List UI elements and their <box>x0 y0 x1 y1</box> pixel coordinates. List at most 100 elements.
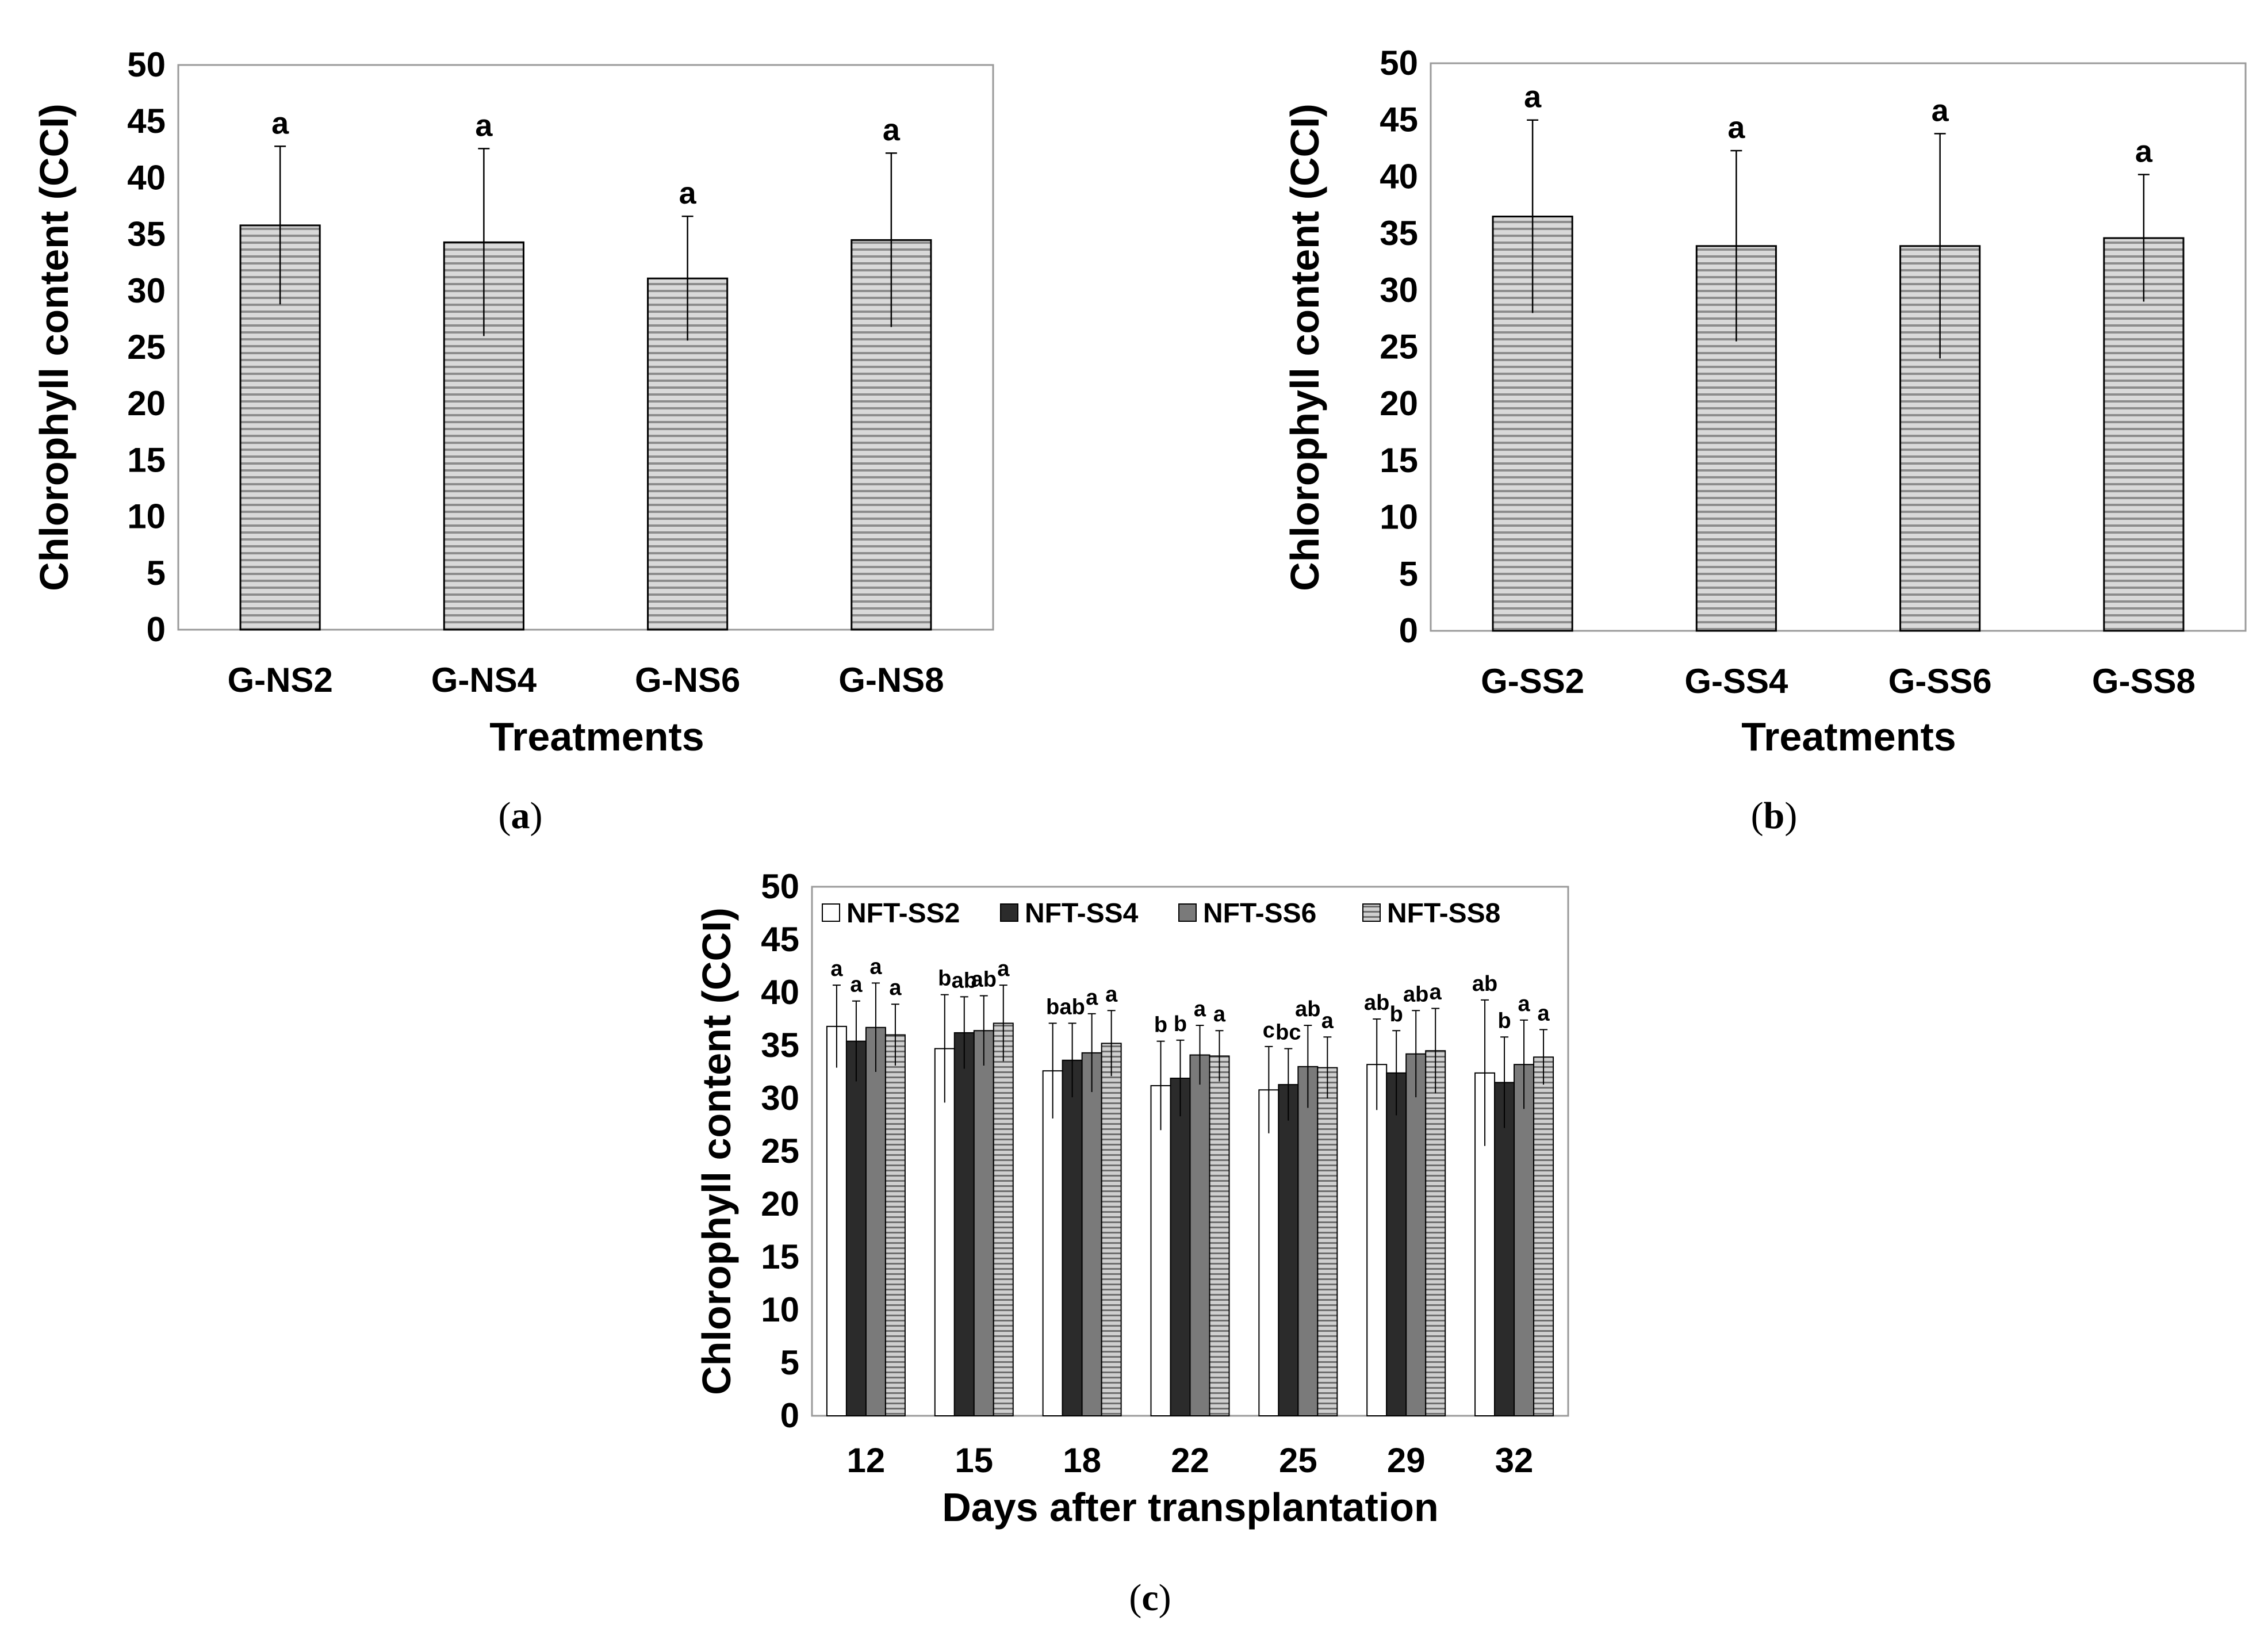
panel-c-y-axis-label: Chlorophyll content (CCI) <box>694 907 739 1395</box>
c-x-tick-label: 18 <box>1063 1441 1101 1480</box>
c-bar <box>1386 1072 1407 1416</box>
c-bar <box>993 1022 1014 1416</box>
c-significance-letter: a <box>1518 992 1531 1016</box>
b-y-tick-label: 40 <box>1380 157 1418 196</box>
c-bar <box>1278 1084 1299 1416</box>
c-significance-letter: a <box>1194 997 1206 1021</box>
c-significance-letter: b <box>1154 1013 1167 1037</box>
a-y-tick-label: 40 <box>127 158 166 197</box>
panel-a-y-axis-label: Chlorophyll content (CCI) <box>32 104 76 591</box>
b-x-tick-label: G-SS6 <box>1888 662 1992 700</box>
c-x-tick-label: 12 <box>847 1441 886 1480</box>
panel-a-caption: (a) <box>499 795 543 837</box>
c-legend-swatch <box>1362 903 1381 922</box>
c-significance-letter: ab <box>1059 995 1085 1019</box>
c-bar <box>1101 1043 1122 1416</box>
c-significance-letter: ab <box>1403 982 1428 1006</box>
c-y-tick-label: 5 <box>780 1343 799 1382</box>
c-legend-swatch <box>1178 903 1197 922</box>
c-significance-letter: bc <box>1275 1021 1301 1045</box>
c-bar <box>953 1032 975 1417</box>
c-x-tick-label: 29 <box>1387 1441 1426 1480</box>
panel-b-caption: (b) <box>1751 795 1798 837</box>
c-y-tick-label: 40 <box>761 973 799 1012</box>
c-significance-letter: ab <box>1295 997 1320 1021</box>
c-bar <box>934 1048 955 1416</box>
b-x-tick-label: G-SS4 <box>1684 662 1788 700</box>
panel-c-legend: NFT-SS2 NFT-SS4 NFT-SS6 NFT-SS8 <box>822 898 1500 929</box>
b-y-tick-label: 45 <box>1380 101 1418 139</box>
c-significance-letter: a <box>1538 1001 1550 1025</box>
panel-b-y-axis-label: Chlorophyll content (CCI) <box>1282 104 1327 591</box>
c-bar <box>1150 1085 1171 1417</box>
panel-c-x-axis-label: Days after transplantation <box>942 1485 1439 1530</box>
c-significance-letter: ab <box>1364 991 1389 1015</box>
b-significance-letter: a <box>2135 134 2153 168</box>
c-significance-letter: b <box>938 967 951 991</box>
c-bar <box>1170 1078 1191 1417</box>
c-bar <box>865 1026 886 1416</box>
c-significance-letter: a <box>997 957 1010 981</box>
a-significance-letter: a <box>475 108 493 143</box>
panel-b-bars: a a a a <box>1492 80 2185 632</box>
b-y-tick-label: 30 <box>1380 271 1418 309</box>
a-x-tick-label: G-NS8 <box>838 661 944 699</box>
panel-a-x-ticks: G-NS2 G-NS4 G-NS6 G-NS8 <box>227 661 944 699</box>
c-legend-label: NFT-SS2 <box>846 898 960 929</box>
c-significance-letter: a <box>1086 986 1098 1010</box>
c-significance-letter: a <box>850 973 863 997</box>
c-bar <box>1062 1059 1083 1416</box>
b-y-tick-label: 50 <box>1380 44 1418 82</box>
panel-b-x-axis-label: Treatments <box>1741 714 1956 759</box>
c-y-tick-label: 0 <box>780 1396 799 1435</box>
c-significance-letter: b <box>1174 1012 1187 1036</box>
c-x-tick-label: 22 <box>1171 1441 1209 1480</box>
c-significance-letter: a <box>889 976 902 1000</box>
b-y-tick-label: 10 <box>1380 498 1418 537</box>
c-bar <box>1189 1054 1210 1417</box>
b-significance-letter: a <box>1524 80 1542 114</box>
b-significance-letter: a <box>1932 93 1949 128</box>
panel-b-y-ticks: 0 5 10 15 20 25 30 35 40 45 50 <box>1380 44 1418 650</box>
c-bar <box>1317 1067 1338 1416</box>
b-y-tick-label: 25 <box>1380 328 1418 366</box>
a-x-tick-label: G-NS2 <box>227 661 332 699</box>
c-y-tick-label: 30 <box>761 1079 799 1117</box>
c-legend-label: NFT-SS6 <box>1203 898 1316 929</box>
c-x-tick-label: 32 <box>1495 1441 1534 1480</box>
c-bar <box>1297 1066 1319 1417</box>
a-y-tick-label: 0 <box>147 610 166 649</box>
c-significance-letter: b <box>1497 1009 1511 1033</box>
a-y-tick-label: 25 <box>127 328 166 366</box>
panel-a-y-ticks: 0 5 10 15 20 25 30 35 40 45 50 <box>127 45 166 649</box>
c-y-tick-label: 20 <box>761 1185 799 1223</box>
c-legend-swatch <box>1000 903 1018 922</box>
b-y-tick-label: 0 <box>1399 611 1418 650</box>
a-y-tick-label: 5 <box>147 554 166 592</box>
c-bar <box>1258 1089 1279 1416</box>
b-x-tick-label: G-SS2 <box>1481 662 1584 700</box>
b-y-tick-label: 20 <box>1380 384 1418 423</box>
c-significance-letter: a <box>1105 982 1118 1006</box>
c-legend-label: NFT-SS8 <box>1387 898 1500 929</box>
a-significance-letter: a <box>679 176 697 210</box>
c-significance-letter: c <box>1263 1018 1275 1043</box>
c-bar <box>884 1034 906 1416</box>
a-y-tick-label: 50 <box>127 45 166 84</box>
c-significance-letter: b <box>1390 1002 1403 1026</box>
a-significance-letter: a <box>271 106 289 140</box>
a-significance-letter: a <box>883 113 901 147</box>
a-y-tick-label: 10 <box>127 497 166 536</box>
c-significance-letter: a <box>869 955 882 979</box>
c-x-tick-label: 15 <box>955 1441 993 1480</box>
c-bar <box>1494 1082 1515 1416</box>
c-y-tick-label: 50 <box>761 867 799 906</box>
a-y-tick-label: 35 <box>127 215 166 254</box>
c-bar <box>1366 1064 1388 1416</box>
c-bar <box>1425 1050 1446 1416</box>
c-legend-swatch <box>822 903 840 922</box>
